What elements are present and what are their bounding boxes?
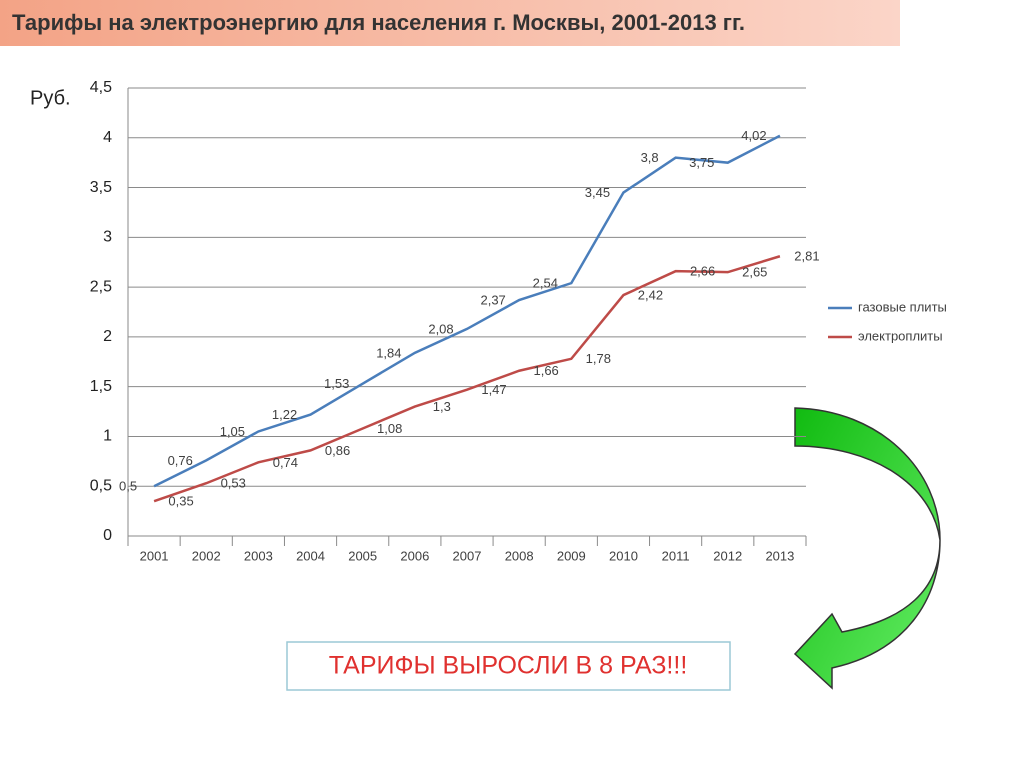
value-label: 1,47 bbox=[481, 382, 506, 397]
value-label: 2,81 bbox=[794, 249, 819, 264]
x-tick-label: 2003 bbox=[244, 548, 273, 563]
value-label: 1,78 bbox=[586, 351, 611, 366]
y-tick-label: 0 bbox=[103, 527, 112, 544]
value-label: 2,65 bbox=[742, 265, 767, 280]
value-label: 3,45 bbox=[585, 185, 610, 200]
y-tick-label: 0,5 bbox=[90, 477, 112, 494]
title-banner bbox=[0, 0, 900, 46]
series-line bbox=[153, 134, 781, 488]
value-label: 0,76 bbox=[168, 453, 193, 468]
y-tick-label: 4 bbox=[103, 129, 112, 146]
legend-label: электроплиты bbox=[858, 328, 943, 343]
value-label: 0,35 bbox=[168, 494, 193, 509]
value-label: 2,66 bbox=[690, 264, 715, 279]
x-tick-label: 2010 bbox=[609, 548, 638, 563]
x-tick-label: 2011 bbox=[662, 548, 690, 563]
x-tick-label: 2009 bbox=[557, 548, 586, 563]
y-tick-label: 3 bbox=[103, 229, 112, 246]
x-tick-label: 2008 bbox=[505, 548, 534, 563]
value-label: 2,37 bbox=[480, 292, 505, 307]
legend-label: газовые плиты bbox=[858, 299, 947, 314]
value-label: 2,42 bbox=[638, 288, 663, 303]
value-label: 3,75 bbox=[689, 155, 714, 170]
x-tick-label: 2001 bbox=[140, 548, 169, 563]
y-tick-label: 2,5 bbox=[90, 278, 112, 295]
arrow bbox=[793, 407, 941, 690]
value-label: 1,3 bbox=[433, 399, 451, 414]
y-tick-label: 1,5 bbox=[90, 378, 112, 395]
value-label: 0,86 bbox=[325, 443, 350, 458]
value-label: 1,22 bbox=[272, 407, 297, 422]
annotation: ТАРИФЫ ВЫРОСЛИ В 8 РАЗ!!! bbox=[329, 652, 688, 680]
x-tick-label: 2007 bbox=[453, 548, 482, 563]
value-label: 4,02 bbox=[741, 128, 766, 143]
x-tick-label: 2006 bbox=[400, 548, 429, 563]
value-label: 3,8 bbox=[641, 150, 659, 165]
x-tick-label: 2012 bbox=[713, 548, 742, 563]
value-label: 1,53 bbox=[324, 376, 349, 391]
value-label: 1,66 bbox=[533, 363, 558, 378]
value-label: 1,08 bbox=[377, 421, 402, 436]
y-tick-label: 3,5 bbox=[90, 179, 112, 196]
value-label: 1,05 bbox=[220, 424, 245, 439]
value-label: 0,5 bbox=[119, 479, 137, 494]
x-tick-label: 2013 bbox=[765, 548, 794, 563]
series-line bbox=[153, 255, 781, 503]
value-label: 2,54 bbox=[533, 276, 558, 291]
x-tick-label: 2005 bbox=[348, 548, 377, 563]
x-tick-label: 2002 bbox=[192, 548, 221, 563]
x-tick-label: 2004 bbox=[296, 548, 325, 563]
y-tick-label: 4,5 bbox=[90, 79, 112, 96]
value-label: 0,74 bbox=[273, 455, 298, 470]
chart-title: Тарифы на электроэнергию для населения г… bbox=[12, 10, 745, 35]
y-axis-label: Руб. bbox=[30, 87, 71, 109]
y-tick-label: 2 bbox=[103, 328, 112, 345]
plot: 0 0,5 1 1,5 2 2,5 3 3,5 4 4,5 2001 2002 2003 2004 2005… bbox=[90, 79, 947, 563]
annotation-box bbox=[286, 641, 731, 691]
y-tick-label: 1 bbox=[103, 428, 112, 445]
value-label: 0,53 bbox=[221, 476, 246, 491]
value-label: 2,08 bbox=[428, 321, 453, 336]
value-label: 1,84 bbox=[376, 345, 401, 360]
